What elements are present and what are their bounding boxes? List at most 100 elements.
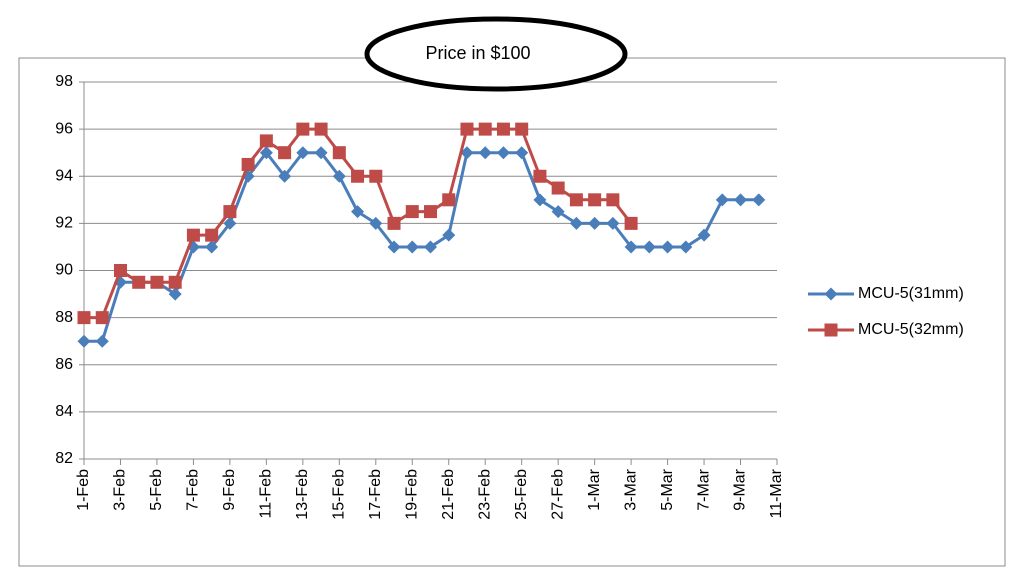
data-point (624, 240, 638, 254)
legend-entry: MCU-5(32mm) (808, 321, 964, 338)
x-tick-label: 23-Feb (476, 469, 493, 520)
legend-marker (824, 323, 838, 337)
data-point (569, 216, 583, 230)
y-tick-label: 84 (55, 403, 73, 420)
x-tick-label: 3-Feb (112, 469, 129, 511)
legend: MCU-5(31mm) MCU-5(32mm) (808, 285, 964, 338)
data-point (551, 205, 565, 219)
data-point (77, 311, 91, 325)
data-point (132, 275, 146, 289)
x-tick-label: 5-Mar (659, 468, 676, 510)
x-tick-label: 19-Feb (403, 469, 420, 520)
data-point (515, 146, 529, 160)
data-point (387, 216, 401, 230)
gridlines (84, 81, 777, 413)
data-point (168, 275, 182, 289)
data-point (661, 240, 675, 254)
data-point (478, 122, 492, 136)
data-point (314, 122, 328, 136)
legend-label: MCU-5(32mm) (858, 321, 964, 338)
y-tick-label: 98 (55, 73, 73, 90)
data-point (533, 193, 547, 207)
chart-title-group: Price in $100 (364, 16, 628, 92)
x-tick-label: 9-Mar (732, 468, 749, 510)
y-tick-label: 90 (55, 262, 73, 279)
series-layer (77, 122, 766, 348)
y-tick-label: 88 (55, 309, 73, 326)
data-point (168, 287, 182, 301)
x-tick-label: 21-Feb (440, 469, 457, 520)
data-point (205, 240, 219, 254)
x-tick-label: 7-Feb (185, 469, 202, 511)
data-point (533, 169, 547, 183)
data-point (332, 146, 346, 160)
x-tick-label: 25-Feb (513, 469, 530, 520)
data-point (259, 134, 273, 148)
data-point (205, 228, 219, 242)
data-point (606, 193, 620, 207)
data-point (442, 193, 456, 207)
data-point (478, 146, 492, 160)
data-point (351, 169, 365, 183)
data-point (387, 240, 401, 254)
legend-label: MCU-5(31mm) (858, 285, 964, 302)
data-point (296, 146, 310, 160)
y-tick-label: 94 (55, 167, 73, 184)
x-tick-label: 17-Feb (367, 469, 384, 520)
chart-title: Price in $100 (425, 43, 530, 63)
chart-border (18, 57, 1006, 567)
data-point (424, 240, 437, 254)
title-ellipse (364, 16, 628, 92)
x-tick-label: 7-Mar (695, 468, 712, 510)
legend-entry: MCU-5(31mm) (808, 285, 964, 302)
data-point (186, 228, 200, 242)
x-tick-label: 27-Feb (549, 469, 566, 520)
data-point (351, 205, 365, 219)
data-point (460, 146, 474, 160)
data-point (752, 193, 766, 207)
x-tick-label: 11-Feb (258, 469, 275, 519)
data-point (588, 193, 602, 207)
data-point (278, 169, 292, 183)
data-point (405, 205, 419, 219)
data-point (460, 122, 474, 136)
data-point (241, 157, 255, 171)
data-point (551, 181, 565, 195)
data-point (223, 216, 237, 230)
data-point (496, 146, 510, 160)
y-tick-label: 92 (55, 215, 73, 232)
x-tick-label: 11-Mar (768, 468, 785, 518)
data-point (588, 216, 602, 230)
data-point (697, 228, 711, 242)
data-point (624, 216, 638, 230)
y-tick-label: 86 (55, 356, 73, 373)
data-point (95, 334, 109, 348)
data-point (424, 205, 437, 219)
data-point (113, 264, 127, 277)
data-point (496, 122, 510, 136)
x-tick-label: 1-Mar (586, 468, 603, 510)
data-point (369, 216, 383, 230)
data-point (734, 193, 748, 207)
data-point (150, 275, 164, 289)
x-tick-label: 13-Feb (294, 469, 311, 520)
data-point (278, 146, 292, 160)
y-tick-label: 96 (55, 120, 73, 137)
x-tick-label: 3-Mar (622, 468, 639, 510)
x-tick-label: 9-Feb (221, 469, 238, 511)
data-point (223, 205, 237, 219)
data-point (332, 169, 346, 183)
x-tick-label: 5-Feb (148, 469, 165, 511)
data-point (369, 169, 383, 183)
data-point (606, 216, 620, 230)
data-point (259, 146, 273, 160)
y-tick-label: 82 (55, 450, 73, 467)
data-point (314, 146, 328, 160)
data-point (515, 122, 529, 136)
data-point (405, 240, 419, 254)
x-tick-label: 1-Feb (75, 469, 92, 511)
x-tick-label: 15-Feb (331, 469, 348, 520)
data-point (442, 228, 456, 242)
